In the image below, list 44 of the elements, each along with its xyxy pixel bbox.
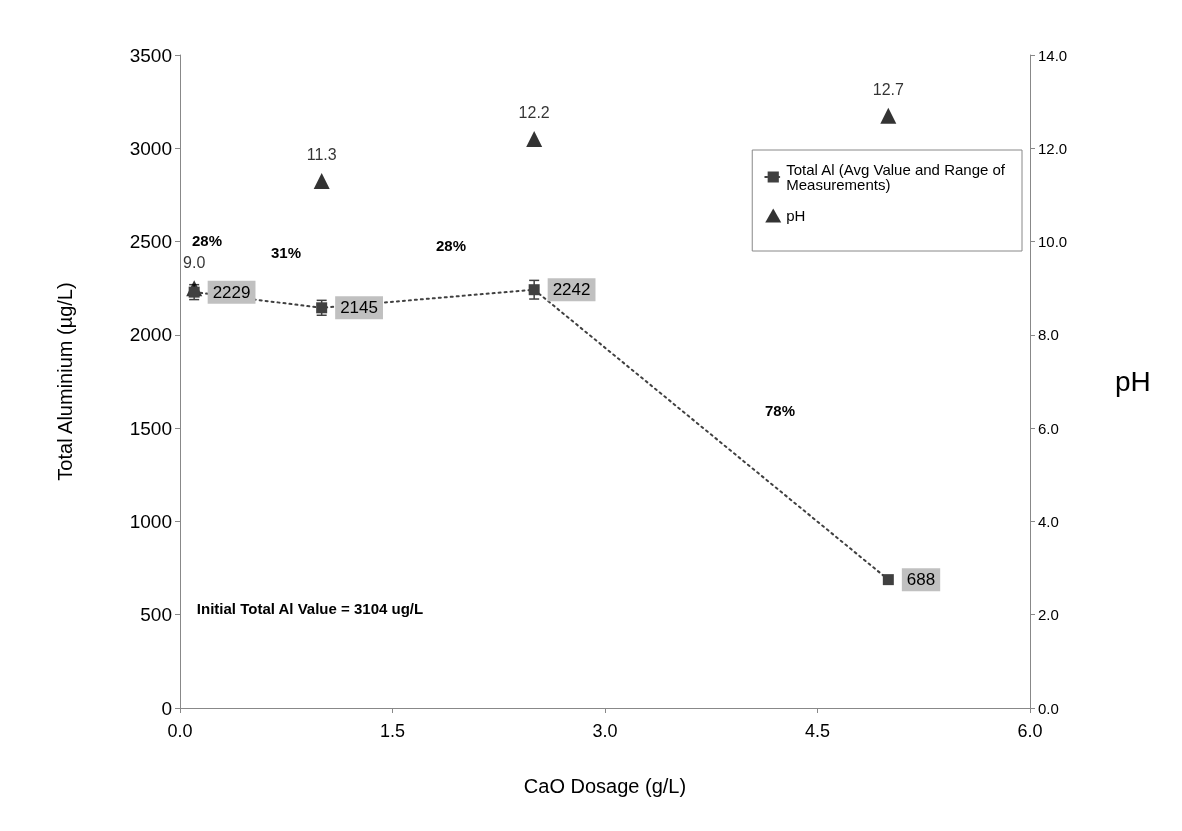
data-label: 11.3 — [306, 146, 337, 164]
y-tick-label: 3000 — [129, 137, 172, 159]
y2-tick-label: 6.0 — [1038, 419, 1059, 437]
x-tick-label: 6.0 — [1017, 721, 1043, 741]
point — [313, 172, 330, 189]
point — [528, 284, 540, 296]
y2-tick-label: 4.0 — [1038, 512, 1059, 530]
data-label: 688 — [906, 570, 936, 590]
y2-tick-label: 12.0 — [1038, 139, 1068, 157]
point — [880, 107, 897, 124]
annotation: 28% — [435, 236, 467, 254]
y-tick-label: 2500 — [129, 231, 172, 253]
y-tick-label: 500 — [140, 604, 172, 626]
data-label: 2242 — [552, 280, 591, 300]
annotation: 78% — [764, 401, 796, 419]
annotation: Initial Total Al Value = 3104 ug/L — [196, 599, 424, 617]
annotation: 31% — [270, 243, 302, 261]
x-tick-label: 4.5 — [804, 721, 831, 741]
y-tick-label: 0 — [161, 697, 172, 719]
y2-tick-label: 10.0 — [1038, 233, 1068, 251]
data-label: 2145 — [340, 298, 378, 318]
legend-label: Total Al (Avg Value and Range of Measurements) — [786, 161, 1010, 193]
y-axis-title: Total Aluminium (µg/L) — [54, 282, 76, 481]
annotation: 28% — [191, 231, 223, 249]
point — [882, 574, 894, 586]
y-tick-label: 2000 — [129, 324, 172, 346]
legend-label: pH — [786, 207, 806, 224]
x-tick-label: 1.5 — [379, 721, 406, 741]
y2-tick-label: 8.0 — [1038, 326, 1059, 344]
point — [526, 130, 543, 147]
y-tick-label: 3500 — [129, 44, 172, 66]
y2-tick-label: 14.0 — [1038, 46, 1068, 64]
x-axis-title: CaO Dosage (g/L) — [523, 775, 687, 797]
y2-tick-label: 2.0 — [1038, 606, 1059, 624]
y-tick-label: 1000 — [129, 510, 172, 532]
y2-axis-title: pH — [1115, 366, 1151, 397]
x-tick-label: 0.0 — [167, 721, 193, 741]
data-label: 2229 — [212, 282, 251, 302]
data-label: 12.7 — [872, 81, 905, 99]
x-tick-label: 3.0 — [592, 721, 618, 741]
data-label: 9.0 — [183, 253, 206, 271]
data-label: 12.2 — [518, 104, 550, 122]
y2-tick-label: 0.0 — [1038, 699, 1059, 717]
y-tick-label: 1500 — [129, 417, 172, 439]
